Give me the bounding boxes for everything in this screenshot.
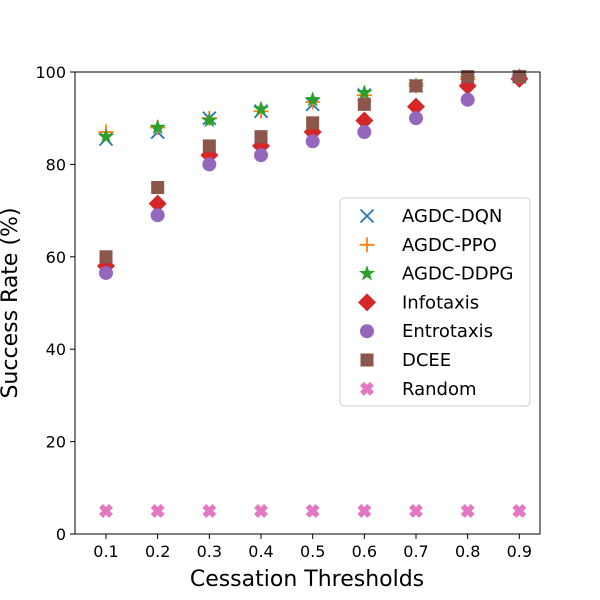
data-point — [97, 128, 115, 144]
legend-entry: Random — [360, 379, 477, 400]
x-tick-label: 0.9 — [507, 542, 532, 561]
x-tick-label: 0.7 — [403, 542, 428, 561]
data-point — [357, 125, 372, 140]
data-point — [252, 100, 270, 116]
legend: AGDC-DQN AGDC-PPO AGDC-DDPG Infotaxis Entrot… — [339, 197, 531, 407]
data-point — [254, 148, 268, 163]
data-marks — [97, 68, 529, 518]
data-point — [151, 181, 165, 194]
legend-entry: Entrotaxis — [360, 321, 493, 342]
data-point — [150, 503, 165, 518]
legend-entry: DCEE — [360, 350, 451, 371]
data-point — [305, 503, 320, 518]
legend-entry: AGDC-DDPG — [358, 264, 513, 285]
legend-label: Infotaxis — [402, 292, 479, 313]
x-tick-label: 0.1 — [93, 542, 118, 561]
y-tick-label: 80 — [46, 155, 66, 174]
data-point — [304, 91, 321, 107]
data-point — [357, 503, 372, 518]
data-point — [409, 503, 423, 518]
data-point — [99, 503, 113, 518]
legend-marker — [360, 324, 374, 339]
legend-label: AGDC-DDPG — [402, 264, 513, 285]
legend-marker — [359, 208, 375, 224]
data-point — [305, 134, 320, 149]
x-tick-label: 0.8 — [455, 542, 480, 561]
legend-entry: AGDC-PPO — [359, 235, 497, 256]
y-tick-label: 40 — [46, 340, 66, 359]
legend-label: AGDC-PPO — [402, 235, 497, 256]
data-point — [357, 97, 371, 111]
data-point — [202, 157, 217, 172]
data-point — [150, 208, 165, 223]
data-point — [460, 503, 475, 518]
x-tick-label: 0.3 — [197, 542, 222, 561]
legend-label: DCEE — [402, 350, 451, 371]
data-point — [409, 111, 423, 126]
plot-frame — [74, 71, 541, 535]
legend-entry: Infotaxis — [358, 292, 479, 313]
data-point — [201, 112, 218, 128]
legend-label: Random — [402, 379, 477, 400]
data-point — [99, 250, 113, 264]
y-axis-label: Success Rate (%) — [0, 207, 23, 398]
data-point — [512, 503, 527, 518]
x-axis-ticks: 0.1 0.2 0.3 0.4 0.5 0.6 0.7 0.8 0.9 — [93, 534, 532, 561]
series-dcee — [99, 70, 526, 264]
data-point — [356, 84, 373, 100]
legend-marker — [360, 381, 374, 396]
data-point — [306, 116, 320, 130]
x-tick-label: 0.5 — [300, 542, 325, 561]
data-point — [460, 92, 475, 107]
y-tick-label: 100 — [35, 63, 66, 82]
legend-marker — [360, 353, 374, 367]
x-axis-label: Cessation Thresholds — [190, 567, 424, 592]
y-axis-ticks: 0 20 40 60 80 100 — [35, 63, 75, 544]
legend-box — [339, 197, 531, 407]
data-point — [512, 70, 526, 84]
data-point — [461, 70, 475, 84]
legend-label: Entrotaxis — [402, 321, 493, 342]
y-tick-label: 60 — [46, 248, 66, 267]
series-random — [99, 503, 527, 518]
x-tick-label: 0.4 — [248, 542, 273, 561]
legend-marker — [359, 237, 375, 253]
data-point — [355, 111, 374, 130]
y-tick-label: 20 — [46, 433, 66, 452]
legend-marker — [358, 293, 376, 312]
data-point — [148, 194, 167, 213]
data-point — [409, 79, 423, 93]
data-point — [99, 265, 113, 280]
data-point — [407, 97, 425, 116]
x-tick-label: 0.2 — [145, 542, 170, 561]
legend-entry: AGDC-DQN — [359, 206, 502, 227]
data-point — [202, 139, 216, 153]
data-point — [254, 503, 268, 518]
legend-label: AGDC-DQN — [402, 206, 502, 227]
x-tick-label: 0.6 — [352, 542, 377, 561]
legend-marker — [358, 265, 376, 281]
y-tick-label: 0 — [56, 525, 66, 544]
data-point — [149, 118, 166, 135]
data-point — [202, 503, 217, 518]
data-point — [254, 130, 268, 144]
